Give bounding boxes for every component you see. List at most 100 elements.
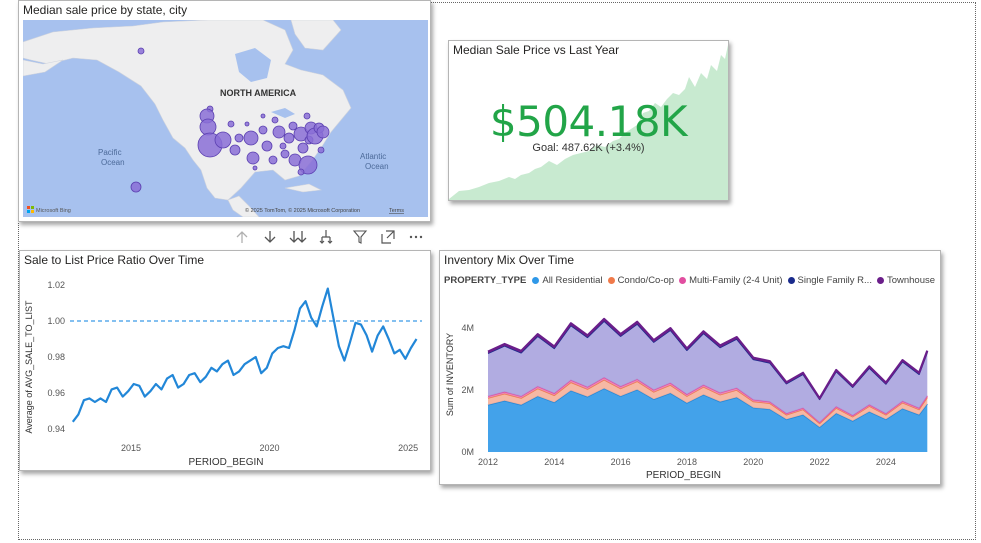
y-tick-label: 1.02	[47, 280, 65, 290]
legend-label: All Residential	[542, 275, 603, 286]
map-ocean-atlantic-2: Ocean	[365, 162, 389, 171]
map-bubble[interactable]	[258, 125, 268, 135]
map-canvas[interactable]: NORTH AMERICA Pacific Ocean Atlantic Oce…	[23, 20, 428, 217]
map-bubble[interactable]	[252, 165, 258, 171]
kpi-value: $504.18K	[489, 97, 688, 146]
x-axis-label: PERIOD_BEGIN	[188, 457, 263, 468]
legend-dot	[876, 277, 884, 284]
map-bubble[interactable]	[234, 133, 244, 143]
drill-up-icon[interactable]	[231, 227, 253, 247]
ratio-series-line	[71, 287, 418, 423]
expand-all-icon[interactable]	[315, 227, 337, 247]
inventory-chart-visual[interactable]: Inventory Mix Over Time PROPERTY_TYPE Al…	[439, 250, 941, 485]
legend-label: Condo/Co-op	[617, 275, 675, 286]
map-bubble[interactable]	[260, 113, 266, 119]
visual-header-toolbar	[231, 226, 435, 248]
kpi-check-icon: ✓	[666, 113, 676, 125]
map-ocean-pacific-1: Pacific	[98, 148, 122, 157]
expand-next-level-icon[interactable]	[287, 227, 309, 247]
map-bubble[interactable]	[130, 181, 142, 193]
map-bubble[interactable]	[214, 131, 232, 149]
legend-dot	[787, 277, 795, 284]
ratio-chart-visual[interactable]: Sale to List Price Ratio Over Time 0.94 0…	[19, 250, 431, 471]
map-bubble[interactable]	[246, 151, 260, 165]
map-bubble[interactable]	[288, 121, 298, 131]
y-tick-label: 0.98	[47, 352, 65, 362]
map-copyright: © 2025 TomTom, © 2025 Microsoft Corporat…	[245, 207, 360, 214]
x-tick-label: 2018	[677, 457, 697, 467]
y-tick-label: 1.00	[47, 316, 65, 326]
map-bubble[interactable]	[243, 130, 259, 146]
map-visual[interactable]: Median sale price by state, city NORTH A…	[18, 0, 431, 222]
map-bubble[interactable]	[297, 168, 305, 176]
map-title: Median sale price by state, city	[23, 3, 188, 17]
more-options-icon[interactable]	[405, 227, 427, 247]
map-bubble[interactable]	[272, 125, 286, 139]
legend-label: Single Family R...	[797, 275, 872, 286]
x-axis-label: PERIOD_BEGIN	[646, 470, 721, 481]
drill-down-icon[interactable]	[259, 227, 281, 247]
inventory-chart-plot[interactable]: 0M 2M 4M 2012 2014 2016 2018 2020 2022 2024 PERIOD…	[440, 289, 940, 484]
map-ocean-atlantic-1: Atlantic	[360, 152, 386, 161]
map-region-label: NORTH AMERICA	[220, 88, 297, 98]
legend-item-townhouse[interactable]: Townhouse	[876, 275, 936, 286]
legend-label: Townhouse	[886, 275, 936, 286]
map-ocean-pacific-2: Ocean	[101, 158, 125, 167]
map-bubbles[interactable]	[130, 47, 330, 193]
ratio-chart-plot[interactable]: 0.94 0.96 0.98 1.00 1.02 2015 2020 2025 PERIOD_B…	[20, 268, 430, 470]
report-canvas	[18, 2, 976, 540]
x-tick-label: 2024	[876, 457, 896, 467]
x-tick-label: 2020	[743, 457, 763, 467]
x-tick-label: 2016	[611, 457, 631, 467]
focus-mode-icon[interactable]	[377, 227, 399, 247]
x-tick-label: 2014	[544, 457, 564, 467]
kpi-visual[interactable]: Median Sale Price vs Last Year $504.18K …	[448, 40, 729, 201]
x-tick-label: 2015	[121, 443, 141, 453]
map-bubble[interactable]	[227, 120, 235, 128]
map-bubble[interactable]	[244, 121, 250, 127]
inventory-legend: PROPERTY_TYPE All Residential Condo/Co-o…	[444, 275, 940, 286]
y-tick-label: 2M	[461, 385, 474, 395]
inventory-chart-title: Inventory Mix Over Time	[444, 253, 575, 267]
map-terms-link[interactable]: Terms	[389, 208, 404, 214]
y-tick-label: 0M	[461, 447, 474, 457]
map-bubble[interactable]	[316, 125, 330, 139]
map-bubble[interactable]	[137, 47, 145, 55]
bing-logo: Microsoft Bing	[27, 206, 71, 214]
map-bubble[interactable]	[199, 118, 217, 136]
map-brand: Microsoft Bing	[36, 208, 71, 214]
legend-dot	[532, 277, 540, 284]
y-tick-label: 0.94	[47, 424, 65, 434]
legend-dot	[607, 277, 615, 284]
kpi-goal: Goal: 487.62K (+3.4%)	[532, 142, 645, 154]
map-bubble[interactable]	[297, 142, 309, 154]
filter-icon[interactable]	[349, 227, 371, 247]
y-axis-label: Sum of INVENTORY	[445, 333, 455, 416]
x-tick-label: 2012	[478, 457, 498, 467]
y-tick-label: 4M	[461, 323, 474, 333]
x-tick-label: 2025	[398, 443, 418, 453]
ratio-chart-title: Sale to List Price Ratio Over Time	[24, 253, 205, 267]
legend-item-multi-family[interactable]: Multi-Family (2-4 Unit)	[679, 275, 783, 286]
map-bubble[interactable]	[271, 116, 279, 124]
y-axis-label: Average of AVG_SALE_TO_LIST	[24, 300, 34, 434]
map-bubble[interactable]	[268, 155, 278, 165]
x-tick-label: 2022	[810, 457, 830, 467]
area-line-4	[487, 317, 929, 400]
legend-item-single-family[interactable]: Single Family R...	[787, 275, 872, 286]
map-bubble[interactable]	[279, 142, 287, 150]
map-bubble[interactable]	[303, 112, 311, 120]
x-tick-label: 2020	[260, 443, 280, 453]
legend-item-all-residential[interactable]: All Residential	[532, 275, 603, 286]
map-bubble[interactable]	[261, 140, 273, 152]
kpi-trend-area	[449, 45, 728, 200]
map-bubble[interactable]	[283, 132, 295, 144]
map-bubble[interactable]	[298, 155, 318, 175]
map-bubble[interactable]	[280, 149, 290, 159]
area-series-0	[488, 388, 928, 452]
map-bubble[interactable]	[229, 144, 241, 156]
kpi-title: Median Sale Price vs Last Year	[453, 43, 620, 57]
legend-dot	[679, 277, 687, 284]
map-bubble[interactable]	[317, 146, 325, 154]
legend-item-condo[interactable]: Condo/Co-op	[607, 275, 675, 286]
